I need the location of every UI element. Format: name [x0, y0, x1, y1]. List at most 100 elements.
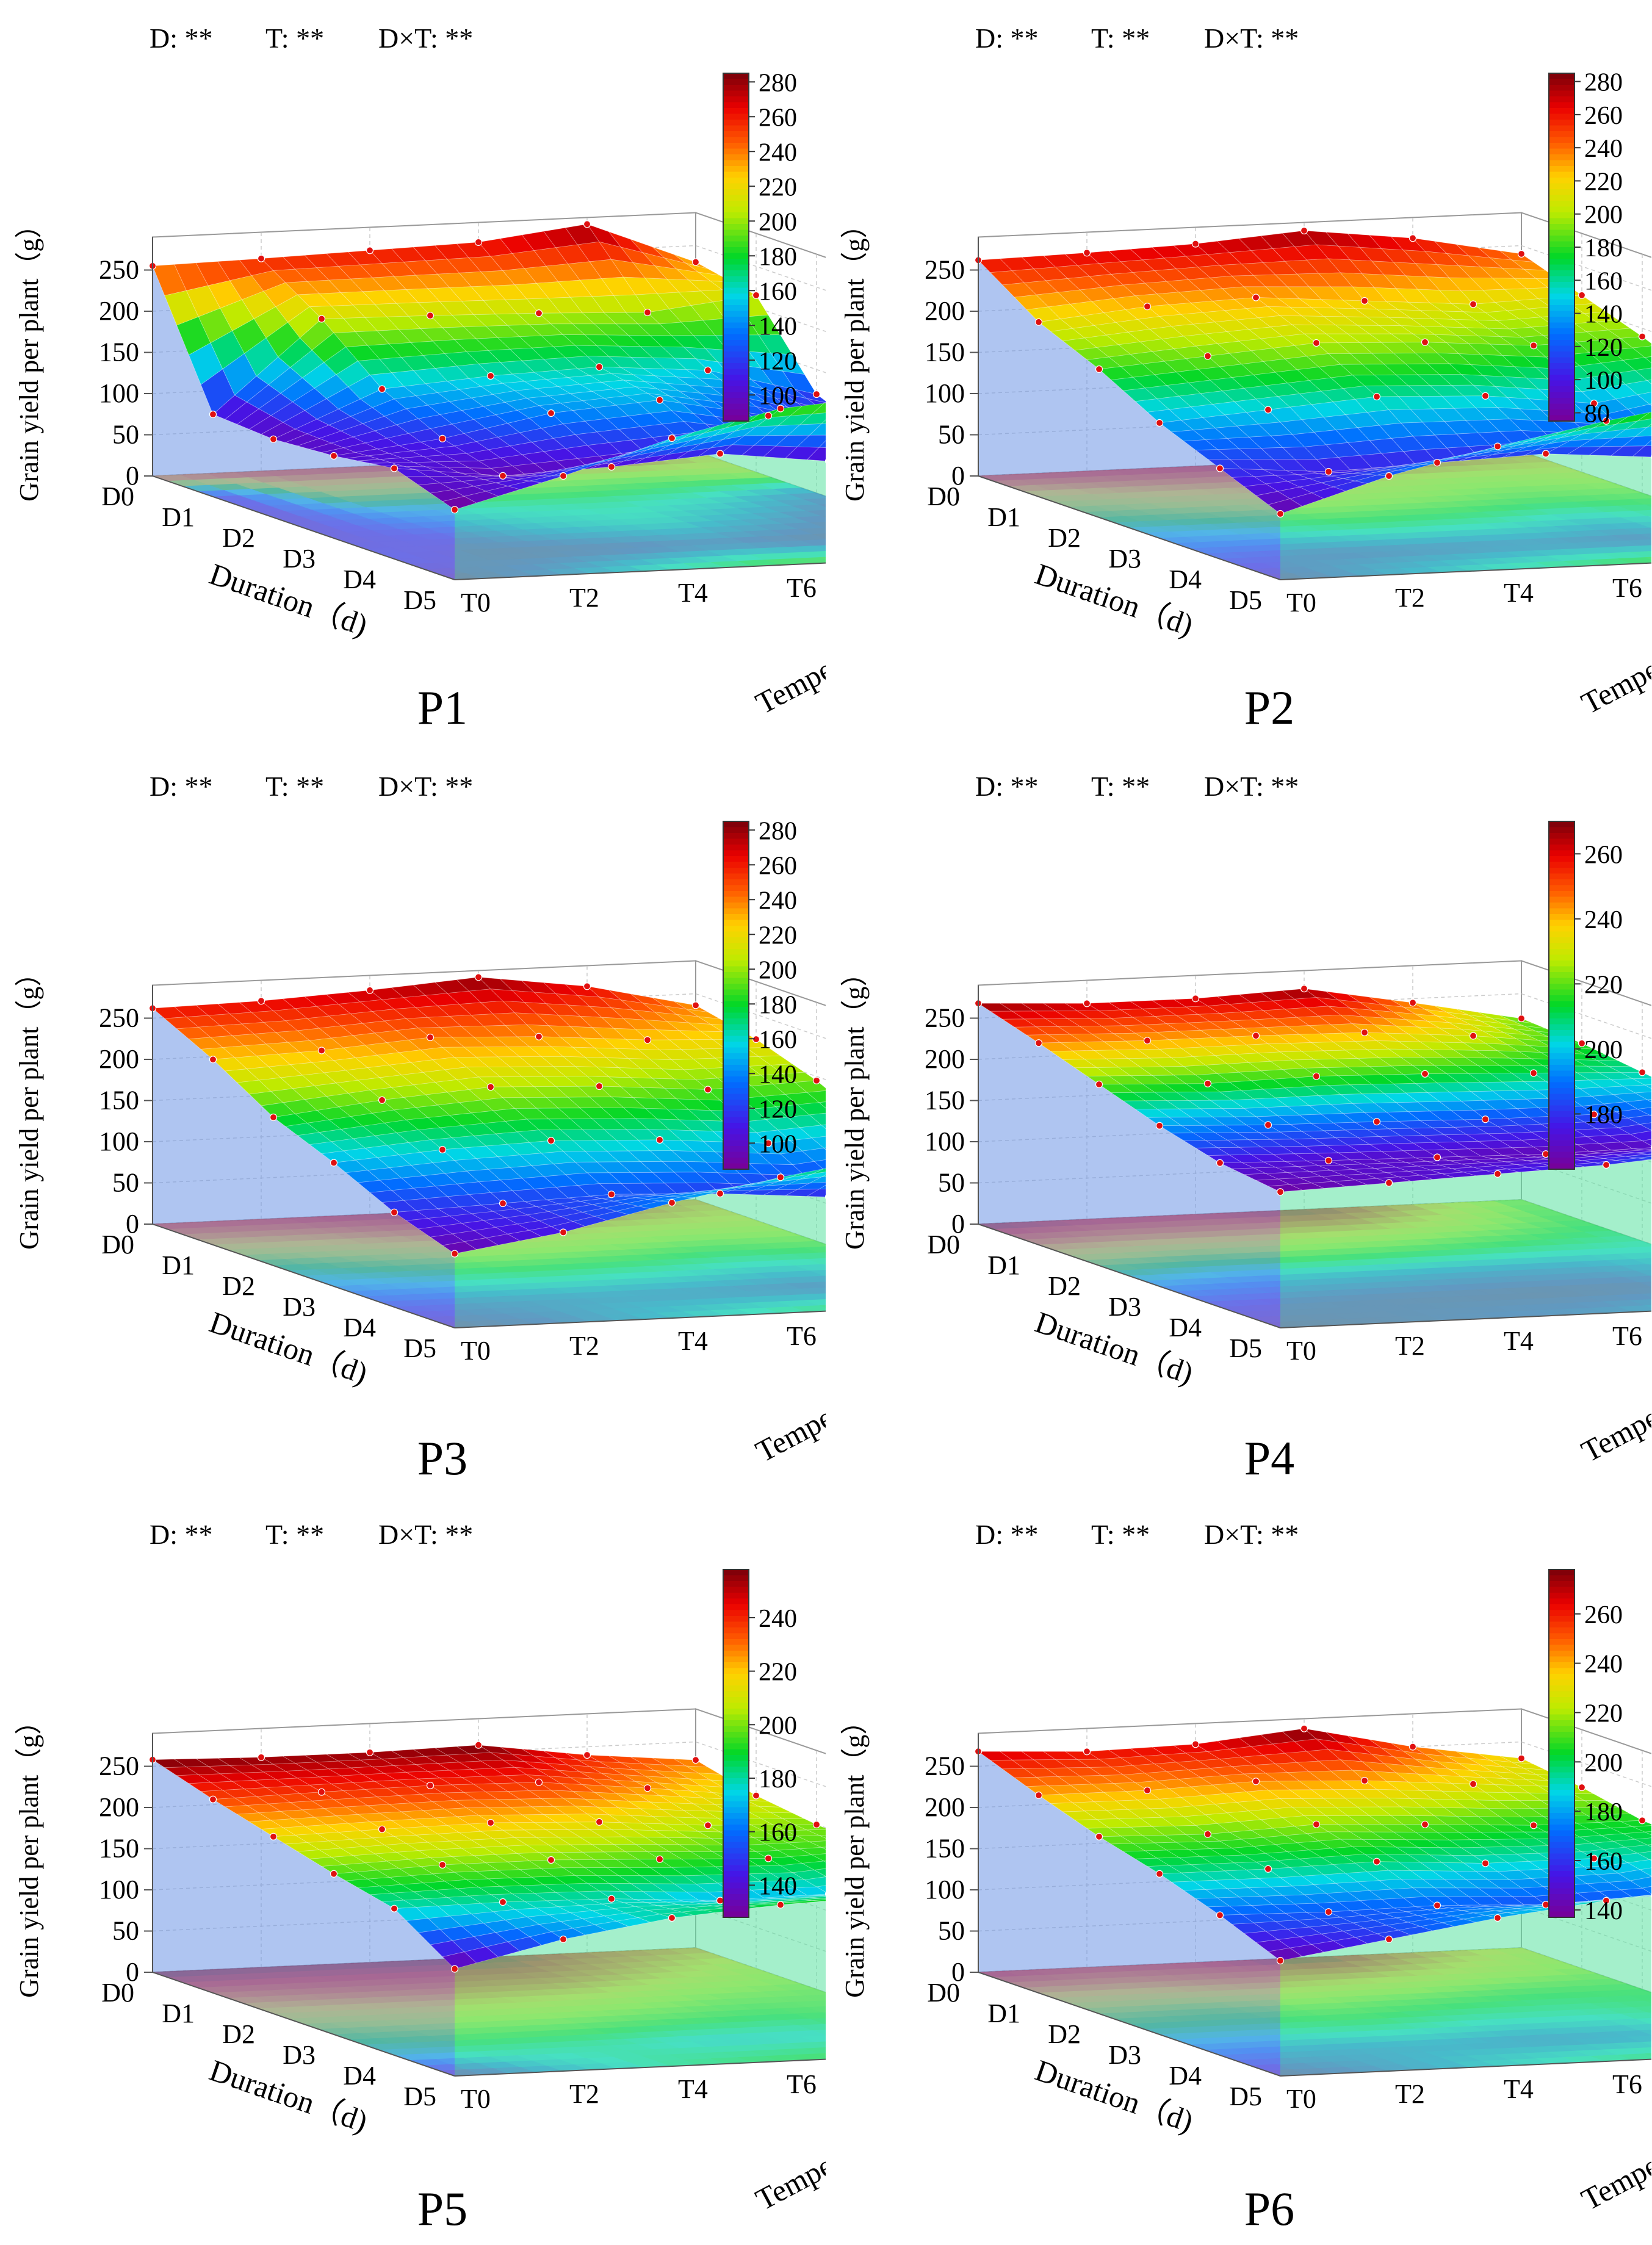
data-point — [1529, 1069, 1538, 1077]
data-point — [269, 435, 278, 443]
z-tick-label: 250 — [99, 1751, 139, 1781]
z-axis-label: Grain yield per plant（g） — [14, 960, 44, 1250]
y-tick-label: T0 — [1286, 1336, 1316, 1366]
x-tick-label: D5 — [403, 2081, 436, 2111]
stat-label: D: ** — [150, 23, 213, 54]
panel-label-p1: P1 — [417, 681, 468, 734]
data-point — [1203, 1079, 1212, 1087]
y-tick-label: T2 — [1395, 1331, 1425, 1361]
colorbar-tick-label: 180 — [1584, 1101, 1623, 1129]
data-point — [257, 997, 265, 1005]
z-axis-label: Grain yield per plant（g） — [840, 212, 870, 502]
data-point — [1517, 1014, 1526, 1023]
y-tick-label: T0 — [461, 588, 491, 618]
y-tick-label: T0 — [1286, 2084, 1316, 2114]
colorbar-tick-label: 240 — [1584, 906, 1623, 934]
z-tick-label: 0 — [126, 1957, 139, 1987]
data-point — [1360, 297, 1369, 305]
x-tick-label: D2 — [1048, 1271, 1081, 1301]
data-point — [1469, 1032, 1477, 1040]
data-point — [269, 1113, 278, 1122]
colorbar-tick-label: 140 — [759, 1872, 797, 1900]
data-point — [1385, 472, 1393, 480]
data-point — [317, 315, 326, 323]
curtain-t0 — [978, 260, 1280, 580]
z-tick-label: 0 — [126, 1209, 139, 1239]
data-point — [583, 220, 591, 228]
data-point — [474, 238, 483, 246]
data-point — [1433, 1153, 1441, 1161]
colorbar — [1548, 1569, 1581, 1918]
chart-p3: 050100150200250D0D1D2D3D4D5T0T2T4T6T8T10… — [14, 771, 826, 1469]
data-point — [499, 1898, 507, 1906]
data-point — [1083, 249, 1091, 257]
data-point — [1252, 1778, 1260, 1786]
z-tick-label: 200 — [925, 1792, 965, 1822]
data-points — [974, 985, 1651, 1196]
x-tick-label: D3 — [283, 544, 316, 574]
z-tick-label: 50 — [938, 420, 965, 450]
surface — [151, 1745, 826, 1969]
data-point — [474, 973, 483, 981]
data-point — [1083, 1000, 1091, 1007]
data-point — [474, 1741, 483, 1749]
colorbar — [1548, 73, 1581, 422]
data-point — [438, 1145, 447, 1154]
data-point — [1385, 1935, 1393, 1944]
y-tick-label: T6 — [1612, 573, 1642, 603]
colorbar-tick-label: 160 — [759, 1026, 797, 1054]
x-tick-label: D1 — [162, 502, 195, 532]
data-point — [438, 1861, 447, 1869]
z-tick-label: 150 — [925, 1086, 965, 1115]
data-point — [643, 308, 652, 317]
colorbar-tick-label: 100 — [1584, 367, 1623, 395]
data-point — [1372, 1858, 1381, 1865]
chart-p4: 050100150200250D0D1D2D3D4D5T0T2T4T6T8T10… — [840, 771, 1651, 1469]
x-tick-label: D3 — [1108, 1292, 1141, 1322]
data-point — [607, 1191, 616, 1198]
z-tick-label: 150 — [99, 1086, 139, 1115]
z-tick-label: 250 — [99, 1003, 139, 1033]
data-point — [1312, 339, 1321, 347]
data-point — [1216, 1159, 1224, 1167]
x-tick-label: D0 — [927, 1978, 960, 2008]
data-point — [1203, 1830, 1212, 1838]
data-point — [330, 1870, 338, 1878]
data-point — [1638, 1068, 1647, 1076]
colorbar-tick-label: 260 — [759, 104, 797, 132]
data-point — [1216, 464, 1224, 472]
data-point — [776, 1173, 785, 1181]
data-point — [378, 1825, 386, 1833]
data-point — [1421, 338, 1429, 346]
z-tick-label: 100 — [925, 1126, 965, 1156]
curtain-d5 — [1280, 1895, 1651, 2076]
colorbar — [1548, 821, 1581, 1170]
colorbar-tick-label: 180 — [1584, 234, 1623, 262]
data-point — [1493, 442, 1502, 450]
data-points — [974, 1724, 1651, 1965]
data-point — [559, 1935, 568, 1944]
x-tick-label: D2 — [1048, 2019, 1081, 2049]
data-point — [1469, 300, 1477, 308]
colorbar-tick-label: 280 — [759, 817, 797, 845]
data-point — [716, 1189, 724, 1198]
z-tick-label: 250 — [925, 1751, 965, 1781]
data-point — [209, 1056, 217, 1064]
data-point — [1638, 1817, 1647, 1825]
y-tick-label: T4 — [678, 578, 708, 608]
z-axis-label: Grain yield per plant（g） — [14, 212, 44, 502]
data-point — [547, 409, 555, 417]
data-point — [752, 1792, 760, 1800]
stat-label: D: ** — [975, 23, 1039, 54]
data-point — [1264, 1865, 1272, 1873]
y-tick-label: T0 — [461, 1336, 491, 1366]
data-point — [1650, 1145, 1651, 1150]
stat-label: D×T: ** — [378, 771, 473, 802]
colorbar-tick-label: 160 — [759, 278, 797, 306]
x-tick-label: D0 — [101, 1230, 134, 1259]
x-tick-label: D2 — [1048, 523, 1081, 553]
stat-label: D: ** — [975, 1519, 1039, 1550]
data-point — [1529, 342, 1538, 350]
data-point — [1264, 1121, 1272, 1129]
data-point — [499, 1199, 507, 1208]
